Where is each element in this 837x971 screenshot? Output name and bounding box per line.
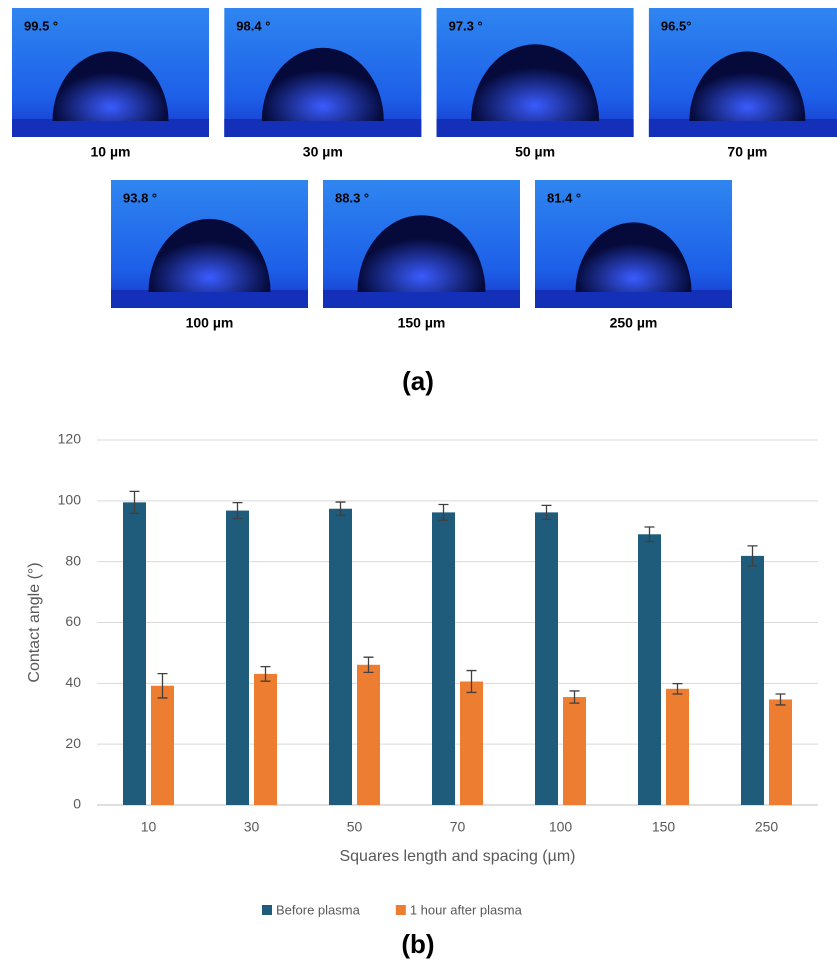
error-bar xyxy=(335,501,346,517)
droplet-photo: 81.4 ° 250 µm xyxy=(535,180,732,331)
y-tick-label: 100 xyxy=(58,492,82,508)
photo-caption: 30 µm xyxy=(303,144,343,160)
error-bar xyxy=(747,545,758,567)
error-bar xyxy=(466,669,477,694)
bar xyxy=(357,664,380,805)
error-bar xyxy=(363,656,374,674)
x-tick-label: 70 xyxy=(450,819,466,835)
droplet-photo: 96.5° 70 µm xyxy=(648,8,837,160)
error-bar xyxy=(232,502,243,520)
y-tick-label: 20 xyxy=(65,735,81,751)
contact-angle-label: 88.3 ° xyxy=(335,190,369,205)
droplet xyxy=(52,51,169,122)
error-bar xyxy=(260,665,271,682)
substrate xyxy=(535,290,732,308)
photo-caption: 250 µm xyxy=(610,315,658,331)
x-axis-title: Squares length and spacing (µm) xyxy=(339,848,575,865)
photo-caption: 100 µm xyxy=(186,315,234,331)
bar xyxy=(741,555,764,805)
y-tick-label: 80 xyxy=(65,552,81,568)
contact-angle-label: 99.5 ° xyxy=(24,18,58,33)
droplet-photo: 97.3 ° 50 µm xyxy=(436,8,634,160)
bar xyxy=(460,681,483,805)
x-tick-label: 250 xyxy=(755,819,779,835)
droplet xyxy=(575,222,692,292)
bar xyxy=(535,512,558,805)
legend-swatch xyxy=(395,905,406,915)
error-bar xyxy=(775,693,786,706)
droplet-photo: 98.4 ° 30 µm xyxy=(224,8,422,160)
bar xyxy=(123,502,146,805)
bar xyxy=(329,508,352,805)
droplet xyxy=(357,215,486,292)
droplet xyxy=(148,218,271,292)
contact-angle-label: 96.5° xyxy=(661,18,692,33)
photo-caption: 50 µm xyxy=(515,144,555,160)
x-tick-label: 150 xyxy=(652,819,676,835)
droplet xyxy=(689,51,806,122)
legend-label: 1 hour after plasma xyxy=(410,902,523,917)
x-tick-label: 50 xyxy=(347,819,363,835)
legend-swatch xyxy=(262,905,272,915)
bar xyxy=(563,697,586,805)
substrate xyxy=(111,290,308,308)
bar xyxy=(638,534,661,805)
x-tick-label: 30 xyxy=(244,819,260,835)
error-bar xyxy=(129,490,140,514)
y-tick-label: 0 xyxy=(73,796,81,812)
x-tick-label: 100 xyxy=(549,819,573,835)
substrate xyxy=(224,119,422,137)
y-axis-title: Contact angle (°) xyxy=(26,562,43,682)
error-bar xyxy=(438,503,449,521)
substrate xyxy=(648,119,837,137)
bar xyxy=(769,699,792,805)
bar xyxy=(432,512,455,805)
panel-label: (a) xyxy=(402,366,434,396)
contact-angle-label: 97.3 ° xyxy=(449,18,483,33)
x-tick-label: 10 xyxy=(141,819,157,835)
y-tick-label: 40 xyxy=(65,674,81,690)
contact-angle-label: 98.4 ° xyxy=(236,18,270,33)
error-bar xyxy=(672,682,683,695)
droplet xyxy=(261,47,384,122)
y-tick-label: 120 xyxy=(58,431,82,447)
error-bar xyxy=(569,690,580,704)
error-bar xyxy=(157,672,168,699)
contact-angle-label: 81.4 ° xyxy=(547,190,581,205)
error-bar xyxy=(644,526,655,543)
bar xyxy=(254,673,277,805)
substrate xyxy=(12,119,209,137)
photo-caption: 150 µm xyxy=(398,315,446,331)
substrate xyxy=(436,119,634,137)
substrate xyxy=(323,290,520,308)
photo-caption: 10 µm xyxy=(91,144,131,160)
error-bar xyxy=(541,504,552,521)
photo-caption: 70 µm xyxy=(727,144,767,160)
bar xyxy=(226,510,249,805)
panel-label: (b) xyxy=(401,929,434,959)
bar xyxy=(666,688,689,805)
legend-label: Before plasma xyxy=(276,902,361,917)
bar xyxy=(151,685,174,805)
y-tick-label: 60 xyxy=(65,613,81,629)
droplet-photo: 88.3 ° 150 µm xyxy=(323,180,520,331)
droplet-photo: 93.8 ° 100 µm xyxy=(111,180,308,331)
droplet-photo: 99.5 ° 10 µm xyxy=(12,8,209,160)
droplet xyxy=(471,44,600,121)
contact-angle-label: 93.8 ° xyxy=(123,190,157,205)
